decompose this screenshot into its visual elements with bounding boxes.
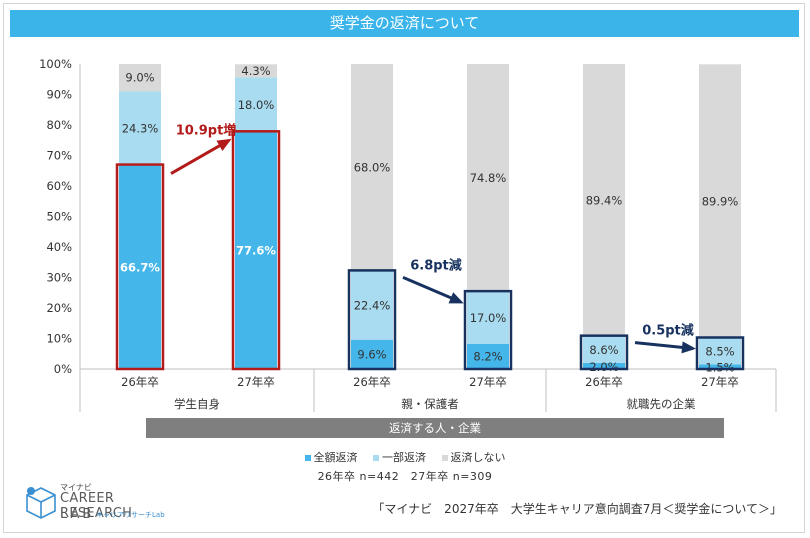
bar-segment-none — [235, 64, 277, 78]
source-citation: 「マイナビ 2027年卒 大学生キャリア意向調査7月＜奨学金について＞」 — [372, 502, 782, 516]
highlight-box — [579, 334, 629, 371]
bar-segment-full — [699, 364, 741, 369]
data-label: 22.4% — [354, 299, 391, 313]
y-tick-label: 90% — [46, 88, 72, 102]
bar-segment-partial — [699, 338, 741, 365]
legend-swatch-none — [441, 455, 448, 461]
data-label: 8.6% — [589, 343, 618, 357]
legend-swatch-partial — [373, 455, 379, 461]
highlight-box — [463, 289, 513, 371]
group-label: 学生自身 — [174, 397, 220, 411]
chart-frame — [3, 3, 805, 533]
change-arrow-head — [681, 341, 696, 354]
bar-segment-full — [351, 339, 393, 369]
change-arrow-head — [448, 292, 464, 304]
data-label: 9.6% — [357, 347, 386, 361]
bar-segment-full — [583, 362, 625, 369]
data-label: 8.5% — [705, 344, 734, 358]
bar-segment-partial — [119, 91, 161, 166]
x-tick-label: 27年卒 — [701, 375, 739, 389]
x-tick-label: 27年卒 — [469, 375, 507, 389]
x-tick-label: 26年卒 — [353, 375, 391, 389]
logo: マイナビ CAREER RESEARCH LAB キャリアリサーチLab — [24, 482, 184, 526]
legend-item-none: 返済しない — [441, 449, 506, 465]
y-tick-label: 70% — [46, 149, 72, 163]
bar-segment-none — [119, 64, 161, 92]
logo-brand-small: マイナビ — [60, 483, 92, 492]
highlight-box — [695, 336, 745, 371]
y-tick-label: 20% — [46, 301, 72, 315]
change-arrow-head — [216, 138, 232, 151]
logo-brand: CAREER RESEARCH — [60, 491, 133, 521]
x-tick-label: 26年卒 — [121, 375, 159, 389]
data-label: 8.2% — [473, 349, 502, 363]
bar-segment-partial — [583, 336, 625, 363]
logo-lab: LAB — [60, 507, 95, 522]
bar-segment-partial — [351, 271, 393, 340]
legend-label-none: 返済しない — [450, 451, 506, 464]
data-label: 2.0% — [589, 360, 618, 374]
bar-segment-full — [235, 132, 277, 369]
y-tick-label: 100% — [39, 57, 72, 71]
legend-item-partial: 一部返済 — [373, 449, 426, 465]
legend-swatch-full — [304, 455, 311, 461]
change-label: 0.5pt減 — [642, 323, 694, 339]
bar-segment-partial — [235, 77, 277, 133]
legend-label-full: 全額返済 — [313, 451, 358, 464]
y-tick-label: 0% — [54, 362, 72, 376]
y-tick-label: 60% — [46, 179, 72, 193]
highlight-box — [347, 269, 397, 371]
change-label: 10.9pt増 — [176, 122, 237, 138]
y-tick-label: 40% — [46, 240, 72, 254]
y-tick-label: 30% — [46, 271, 72, 285]
bar-segment-none — [467, 64, 509, 293]
chart-title: 奨学金の返済について — [10, 10, 799, 37]
bar-segment-partial — [467, 292, 509, 344]
data-label: 77.6% — [236, 244, 276, 258]
data-label: 66.7% — [120, 260, 160, 274]
group-label: 親・保護者 — [401, 397, 459, 411]
data-label: 4.3% — [241, 64, 270, 78]
cube-logo-icon — [26, 487, 56, 519]
data-label: 18.0% — [238, 98, 275, 112]
data-label: 9.0% — [125, 71, 154, 85]
legend-item-full: 全額返済 — [304, 449, 358, 465]
group-band-label: 返済する人・企業 — [389, 421, 481, 435]
bar-segment-none — [351, 64, 393, 272]
legend: 全額返済 一部返済 返済しない — [0, 449, 810, 465]
legend-label-partial: 一部返済 — [382, 451, 426, 464]
bar-segment-full — [467, 343, 509, 369]
bar-segment-full — [119, 165, 161, 369]
logo-subtitle: キャリアリサーチLab — [96, 511, 165, 519]
bar-segment-none — [583, 64, 625, 337]
change-arrow — [170, 139, 230, 175]
data-label: 17.0% — [470, 311, 507, 325]
data-label: 74.8% — [470, 171, 507, 185]
data-label: 89.4% — [586, 193, 623, 207]
x-tick-label: 27年卒 — [237, 375, 275, 389]
y-tick-label: 50% — [46, 210, 72, 224]
data-label: 89.9% — [702, 194, 739, 208]
highlight-box — [231, 130, 281, 371]
data-label: 68.0% — [354, 161, 391, 175]
sample-size-note: 26年卒 n=442 27年卒 n=309 — [317, 470, 493, 483]
y-tick-label: 80% — [46, 118, 72, 132]
bar-segment-none — [699, 64, 741, 339]
highlight-box — [115, 163, 165, 371]
y-tick-label: 10% — [46, 332, 72, 346]
group-label: 就職先の企業 — [627, 397, 696, 411]
x-tick-label: 26年卒 — [585, 375, 623, 389]
group-band — [146, 418, 724, 438]
data-label: 1.5% — [705, 361, 734, 375]
change-label: 6.8pt減 — [410, 257, 462, 273]
data-label: 24.3% — [122, 122, 159, 136]
